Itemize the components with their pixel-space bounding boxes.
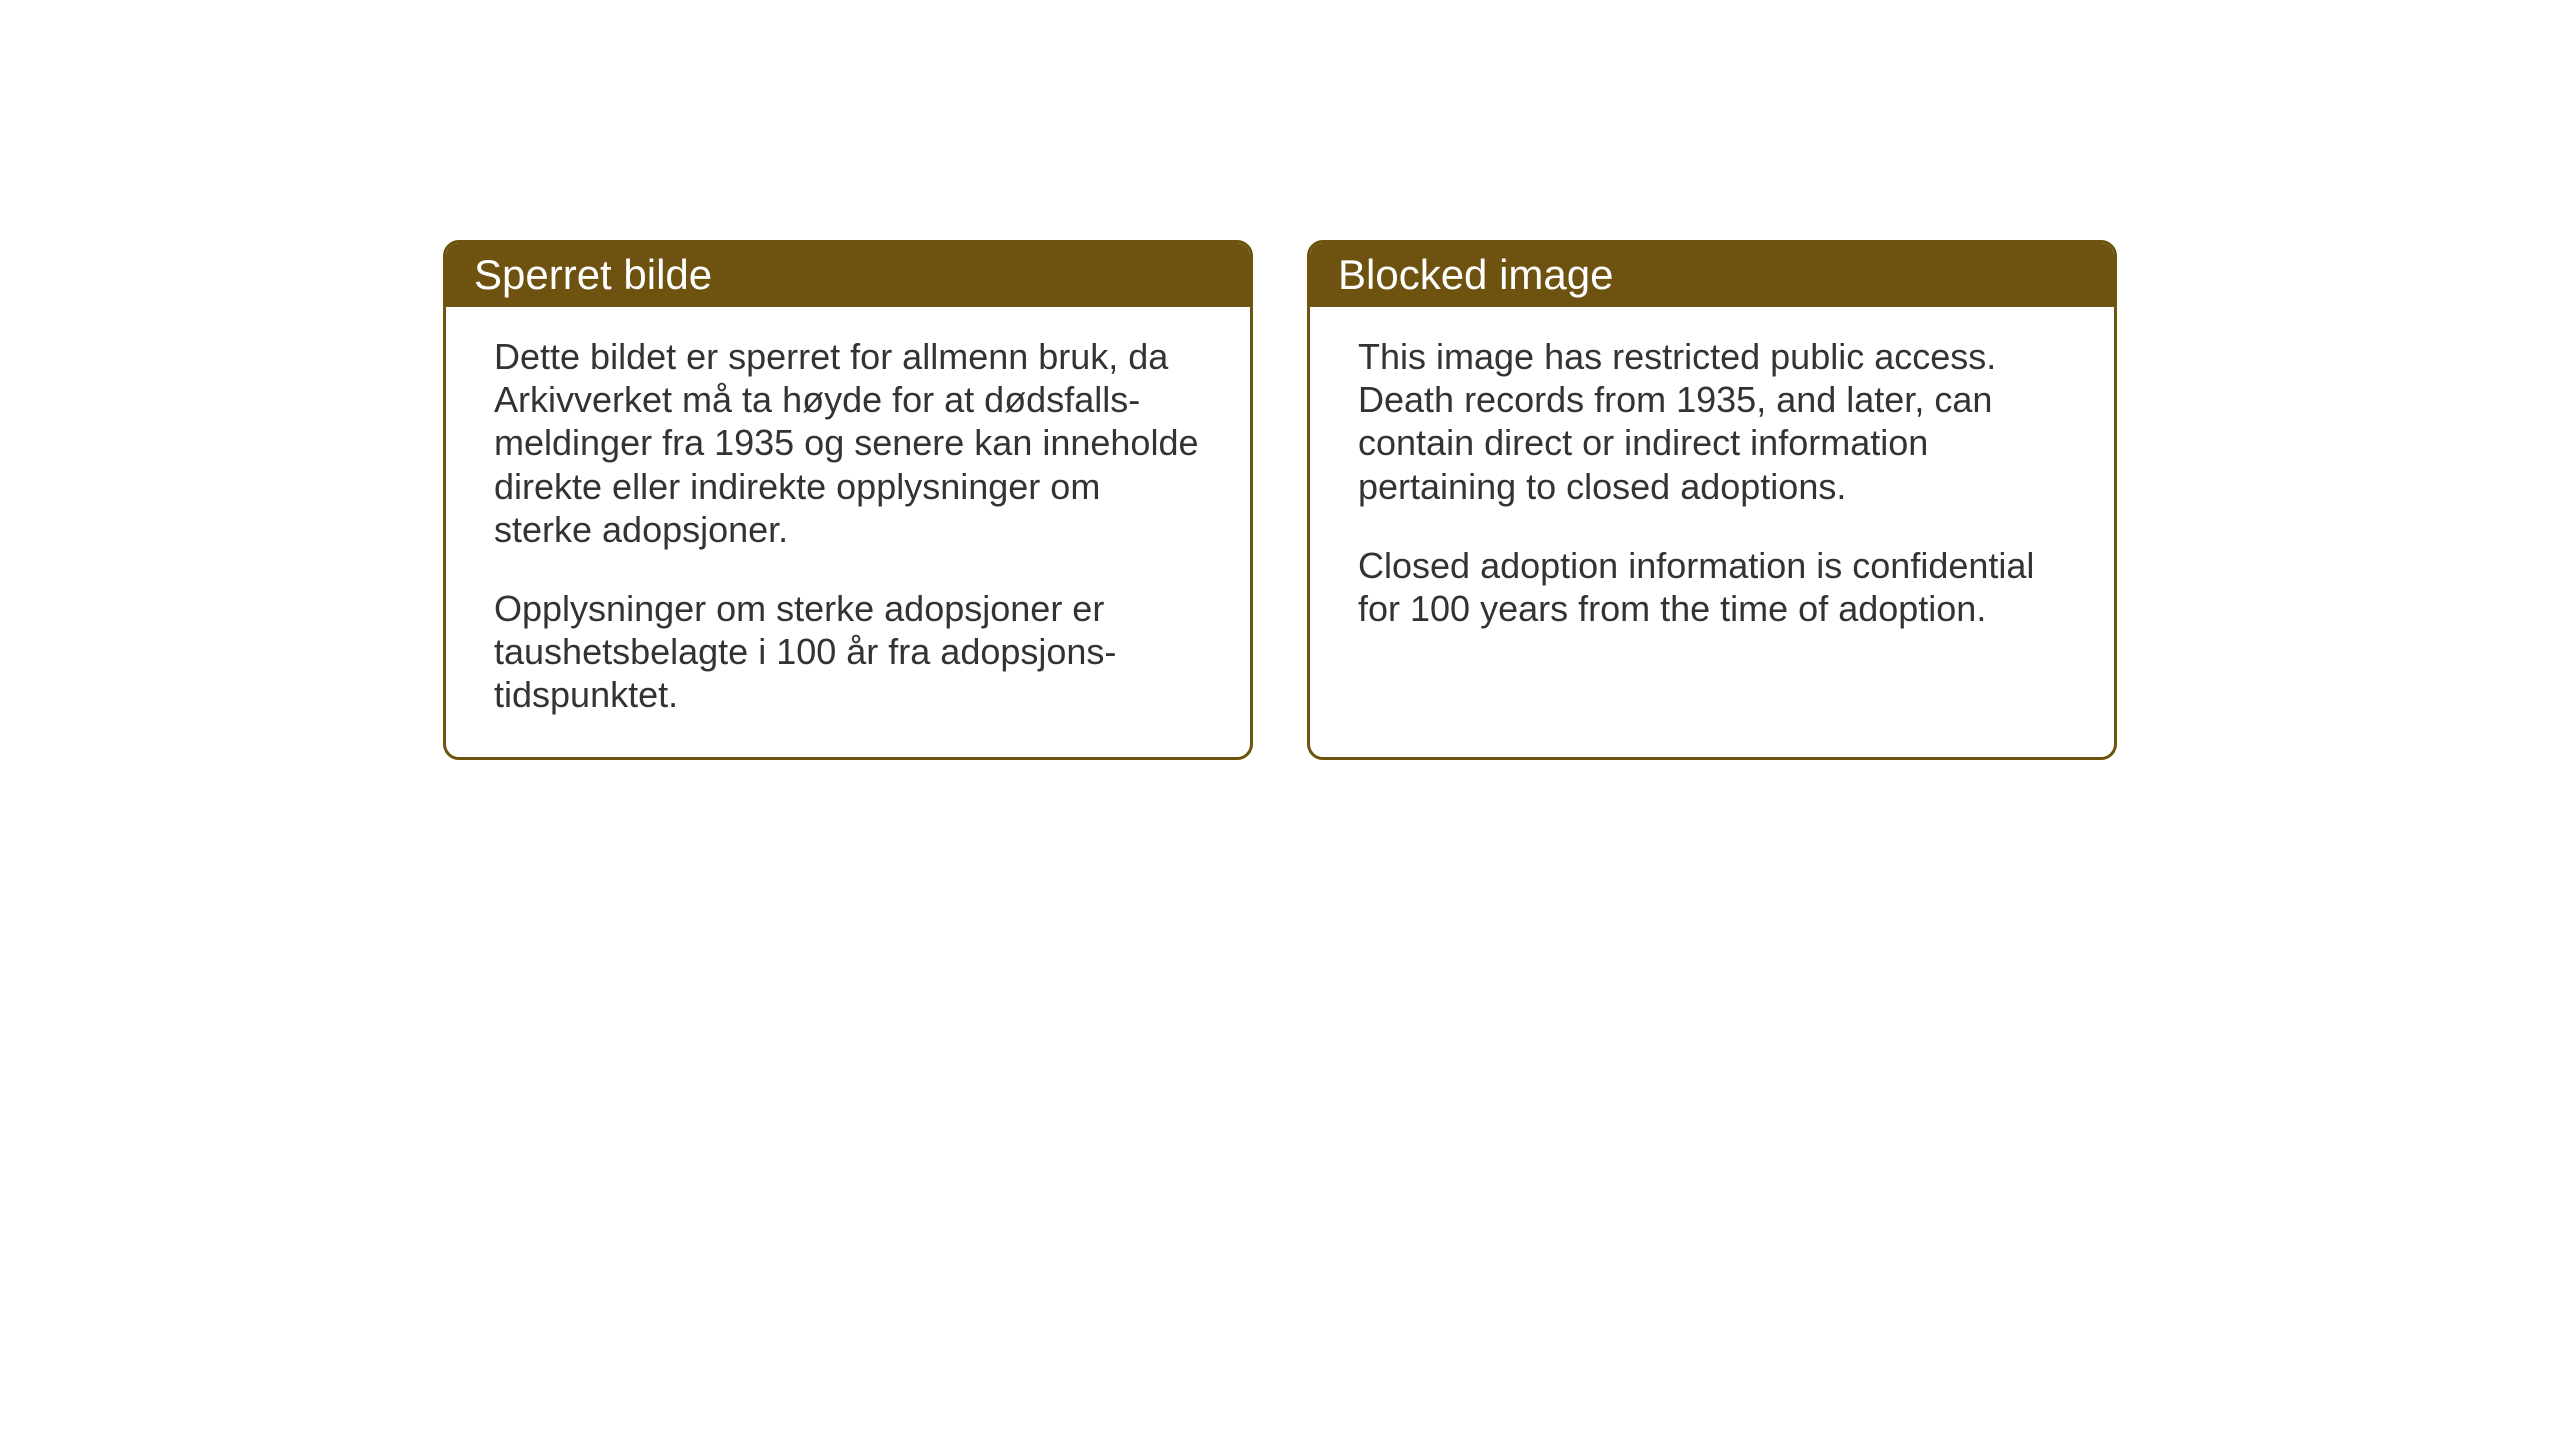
card-header: Blocked image	[1310, 243, 2114, 307]
notice-card-english: Blocked image This image has restricted …	[1307, 240, 2117, 760]
card-paragraph: Dette bildet er sperret for allmenn bruk…	[494, 335, 1202, 551]
card-body: This image has restricted public access.…	[1310, 307, 2114, 747]
card-paragraph: Closed adoption information is confident…	[1358, 544, 2066, 630]
card-paragraph: This image has restricted public access.…	[1358, 335, 2066, 508]
card-paragraph: Opplysninger om sterke adopsjoner er tau…	[494, 587, 1202, 717]
notice-container: Sperret bilde Dette bildet er sperret fo…	[443, 240, 2117, 760]
card-title: Sperret bilde	[474, 251, 712, 298]
card-body: Dette bildet er sperret for allmenn bruk…	[446, 307, 1250, 757]
card-title: Blocked image	[1338, 251, 1613, 298]
card-header: Sperret bilde	[446, 243, 1250, 307]
notice-card-norwegian: Sperret bilde Dette bildet er sperret fo…	[443, 240, 1253, 760]
